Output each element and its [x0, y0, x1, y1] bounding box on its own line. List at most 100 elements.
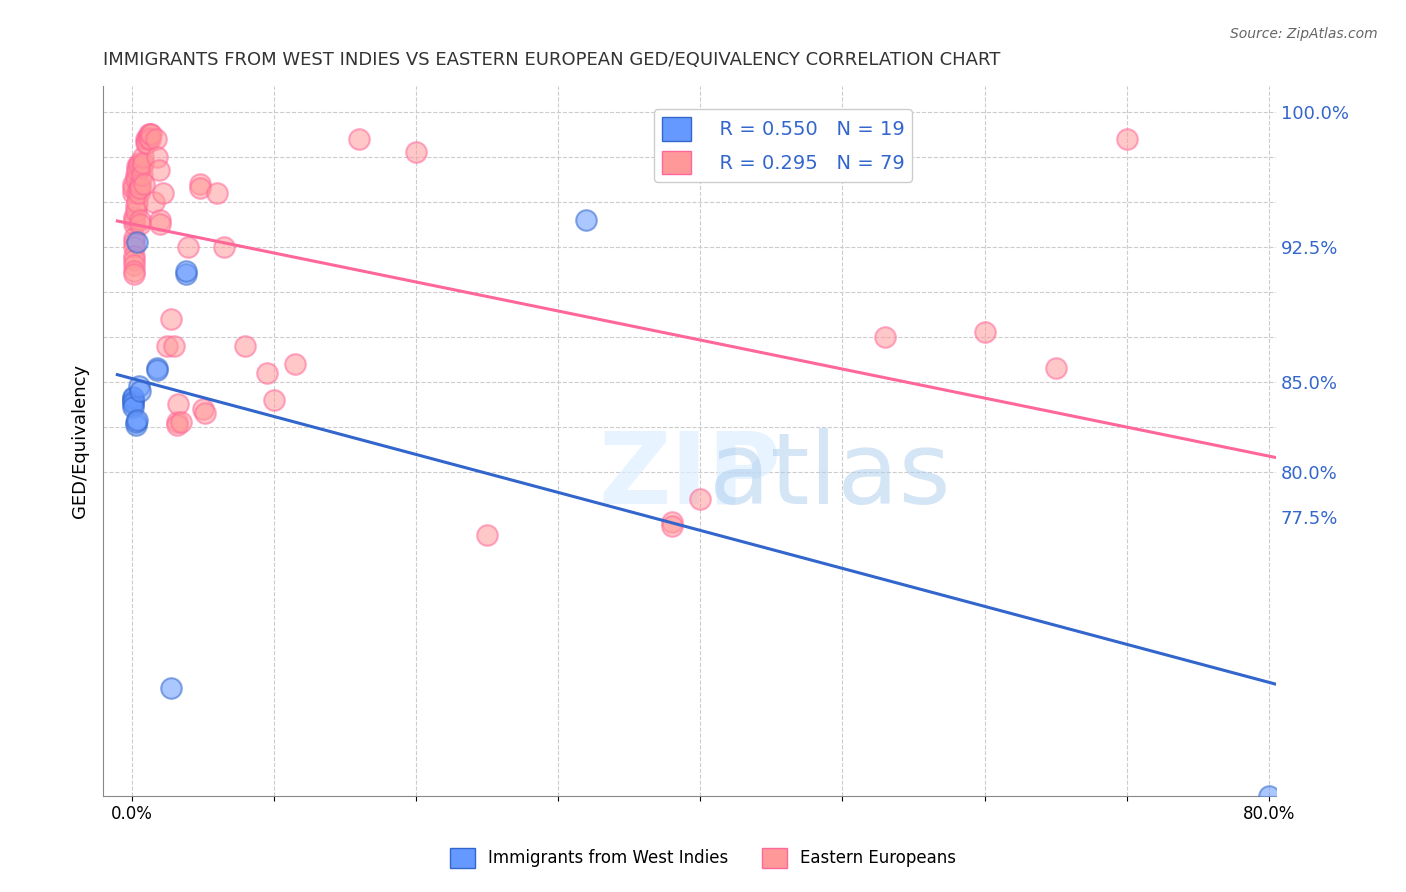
- Point: [122, 393, 145, 408]
- Y-axis label: GED/Equivalency: GED/Equivalency: [72, 364, 89, 517]
- Point: [124, 249, 146, 263]
- Text: ZIP: ZIP: [598, 427, 780, 524]
- Point: [122, 186, 145, 201]
- Point: [131, 160, 153, 174]
- Point: [124, 268, 146, 282]
- Text: IMMIGRANTS FROM WEST INDIES VS EASTERN EUROPEAN GED/EQUIVALENCY CORRELATION CHAR: IMMIGRANTS FROM WEST INDIES VS EASTERN E…: [103, 51, 1001, 69]
- Point: [575, 213, 598, 227]
- Legend: Immigrants from West Indies, Eastern Europeans: Immigrants from West Indies, Eastern Eur…: [443, 841, 963, 875]
- Point: [124, 210, 146, 224]
- Point: [122, 181, 145, 195]
- Point: [1045, 360, 1067, 375]
- Point: [149, 213, 172, 227]
- Point: [122, 390, 145, 404]
- Point: [233, 339, 256, 353]
- Point: [141, 127, 163, 141]
- Point: [146, 362, 169, 376]
- Point: [122, 395, 145, 409]
- Point: [127, 160, 149, 174]
- Point: [188, 181, 211, 195]
- Point: [1115, 132, 1137, 146]
- Point: [138, 130, 160, 145]
- Point: [191, 402, 214, 417]
- Point: [122, 401, 145, 415]
- Point: [174, 263, 197, 277]
- Point: [284, 357, 307, 371]
- Point: [212, 240, 235, 254]
- Point: [131, 169, 153, 183]
- Point: [689, 491, 711, 506]
- Text: atlas: atlas: [710, 427, 950, 524]
- Point: [124, 252, 146, 267]
- Point: [125, 415, 148, 429]
- Legend:   R = 0.550   N = 19,   R = 0.295   N = 79: R = 0.550 N = 19, R = 0.295 N = 79: [654, 110, 912, 182]
- Point: [124, 235, 146, 249]
- Point: [127, 195, 149, 210]
- Point: [256, 366, 278, 380]
- Point: [135, 132, 157, 146]
- Point: [129, 181, 152, 195]
- Point: [132, 156, 155, 170]
- Point: [129, 384, 152, 399]
- Point: [125, 418, 148, 433]
- Point: [129, 217, 152, 231]
- Point: [127, 163, 149, 178]
- Point: [1257, 789, 1279, 803]
- Point: [128, 181, 150, 195]
- Point: [166, 418, 188, 433]
- Point: [125, 204, 148, 219]
- Point: [124, 217, 146, 231]
- Point: [128, 186, 150, 201]
- Point: [139, 127, 162, 141]
- Point: [128, 379, 150, 393]
- Point: [166, 415, 188, 429]
- Point: [136, 136, 159, 150]
- Point: [129, 178, 152, 192]
- Point: [146, 360, 169, 375]
- Point: [873, 330, 896, 344]
- Point: [122, 178, 145, 192]
- Point: [124, 213, 146, 227]
- Point: [143, 195, 166, 210]
- Point: [661, 519, 683, 533]
- Point: [124, 240, 146, 254]
- Point: [163, 339, 186, 353]
- Point: [167, 397, 190, 411]
- Point: [122, 392, 145, 406]
- Point: [128, 156, 150, 170]
- Point: [174, 268, 197, 282]
- Point: [347, 132, 370, 146]
- Point: [127, 186, 149, 201]
- Point: [160, 681, 183, 695]
- Point: [152, 186, 174, 201]
- Point: [188, 178, 211, 192]
- Point: [136, 132, 159, 146]
- Point: [124, 258, 146, 272]
- Point: [125, 169, 148, 183]
- Point: [661, 516, 683, 530]
- Point: [263, 393, 285, 408]
- Point: [405, 145, 427, 159]
- Point: [205, 186, 228, 201]
- Point: [124, 231, 146, 245]
- Point: [122, 397, 145, 411]
- Point: [129, 213, 152, 227]
- Point: [160, 312, 183, 326]
- Point: [145, 132, 167, 146]
- Point: [177, 240, 200, 254]
- Point: [475, 528, 498, 542]
- Point: [125, 172, 148, 186]
- Point: [125, 199, 148, 213]
- Point: [139, 132, 162, 146]
- Point: [146, 150, 169, 164]
- Point: [124, 263, 146, 277]
- Point: [149, 217, 172, 231]
- Point: [138, 127, 160, 141]
- Text: Source: ZipAtlas.com: Source: ZipAtlas.com: [1230, 27, 1378, 41]
- Point: [135, 136, 157, 150]
- Point: [156, 339, 179, 353]
- Point: [128, 160, 150, 174]
- Point: [194, 406, 217, 420]
- Point: [132, 150, 155, 164]
- Point: [973, 325, 995, 339]
